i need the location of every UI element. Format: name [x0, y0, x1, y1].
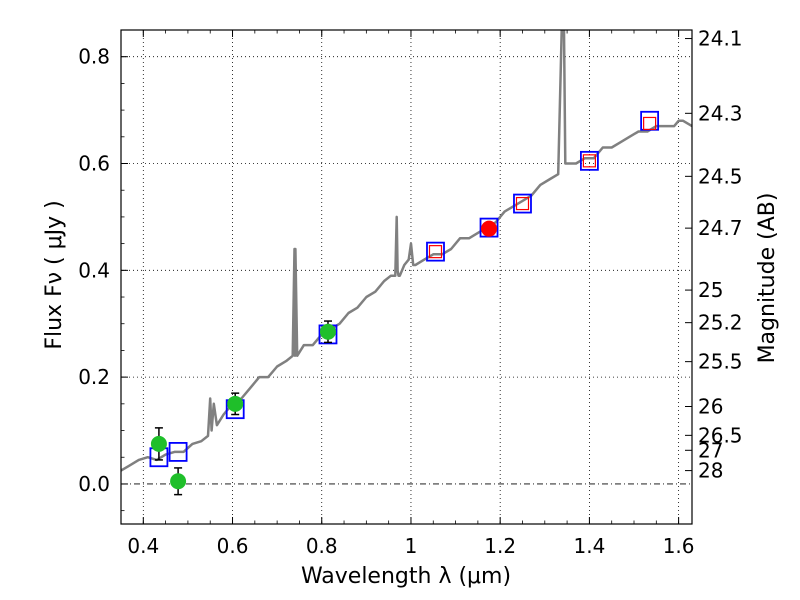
- y-tick-label: 0.2: [78, 365, 110, 389]
- mag-tick-label: 28: [698, 459, 723, 483]
- y-tick-label: 0.0: [78, 472, 110, 496]
- model-point-inner: [428, 245, 443, 259]
- model-point-inner: [643, 116, 657, 131]
- observed-point: [150, 435, 167, 452]
- x-tick-label: 1.6: [663, 534, 695, 558]
- x-tick-label: 1.4: [573, 534, 605, 558]
- x-tick-label: 1: [405, 534, 418, 558]
- x-tick-label: 0.4: [127, 534, 159, 558]
- observed-point: [319, 323, 336, 340]
- y-axis-label: Flux Fν ( μJy ): [42, 200, 67, 349]
- grid: [121, 30, 692, 524]
- model-point-square: [579, 150, 599, 171]
- y-tick-label: 0.6: [78, 152, 110, 176]
- x-axis-label: Wavelength λ (μm): [301, 564, 511, 589]
- model-point-square: [168, 442, 188, 462]
- mag-tick-label: 25.5: [698, 350, 743, 374]
- model-point-square: [426, 241, 445, 262]
- y-axis-right-label: Magnitude (AB): [755, 193, 780, 364]
- mag-tick-label: 24.5: [698, 164, 743, 188]
- mag-tick-label: 25.2: [698, 311, 743, 335]
- observed-point: [170, 473, 187, 490]
- mag-tick-label: 26.5: [698, 423, 743, 447]
- plot-area: [121, 30, 692, 496]
- mag-tick-label: 25: [698, 278, 723, 302]
- mag-tick-label: 24.3: [698, 101, 743, 125]
- axes: 0.4 0.6 0.8 1 1.2 1.4 1.6 0.0 0.2 0.4 0.6 0.8 24.1 24…: [78, 27, 742, 558]
- observed-point: [481, 220, 498, 237]
- model-point-inner: [582, 154, 596, 168]
- model-point-square: [513, 193, 532, 214]
- mag-tick-label: 24.7: [698, 216, 743, 240]
- x-tick-label: 1.2: [484, 534, 516, 558]
- model-point-inner: [515, 196, 530, 211]
- x-tick-label: 0.8: [306, 534, 338, 558]
- mag-tick-label: 27: [698, 438, 723, 462]
- mag-tick-label: 24.1: [698, 27, 743, 51]
- mag-tick-label: 26: [698, 395, 723, 419]
- plot-frame: [120, 29, 693, 525]
- y-tick-label: 0.8: [78, 45, 110, 69]
- x-tick-label: 0.6: [217, 534, 249, 558]
- observed-point: [227, 395, 244, 412]
- spectrum-line: [121, 30, 692, 472]
- y-tick-label: 0.4: [78, 258, 110, 282]
